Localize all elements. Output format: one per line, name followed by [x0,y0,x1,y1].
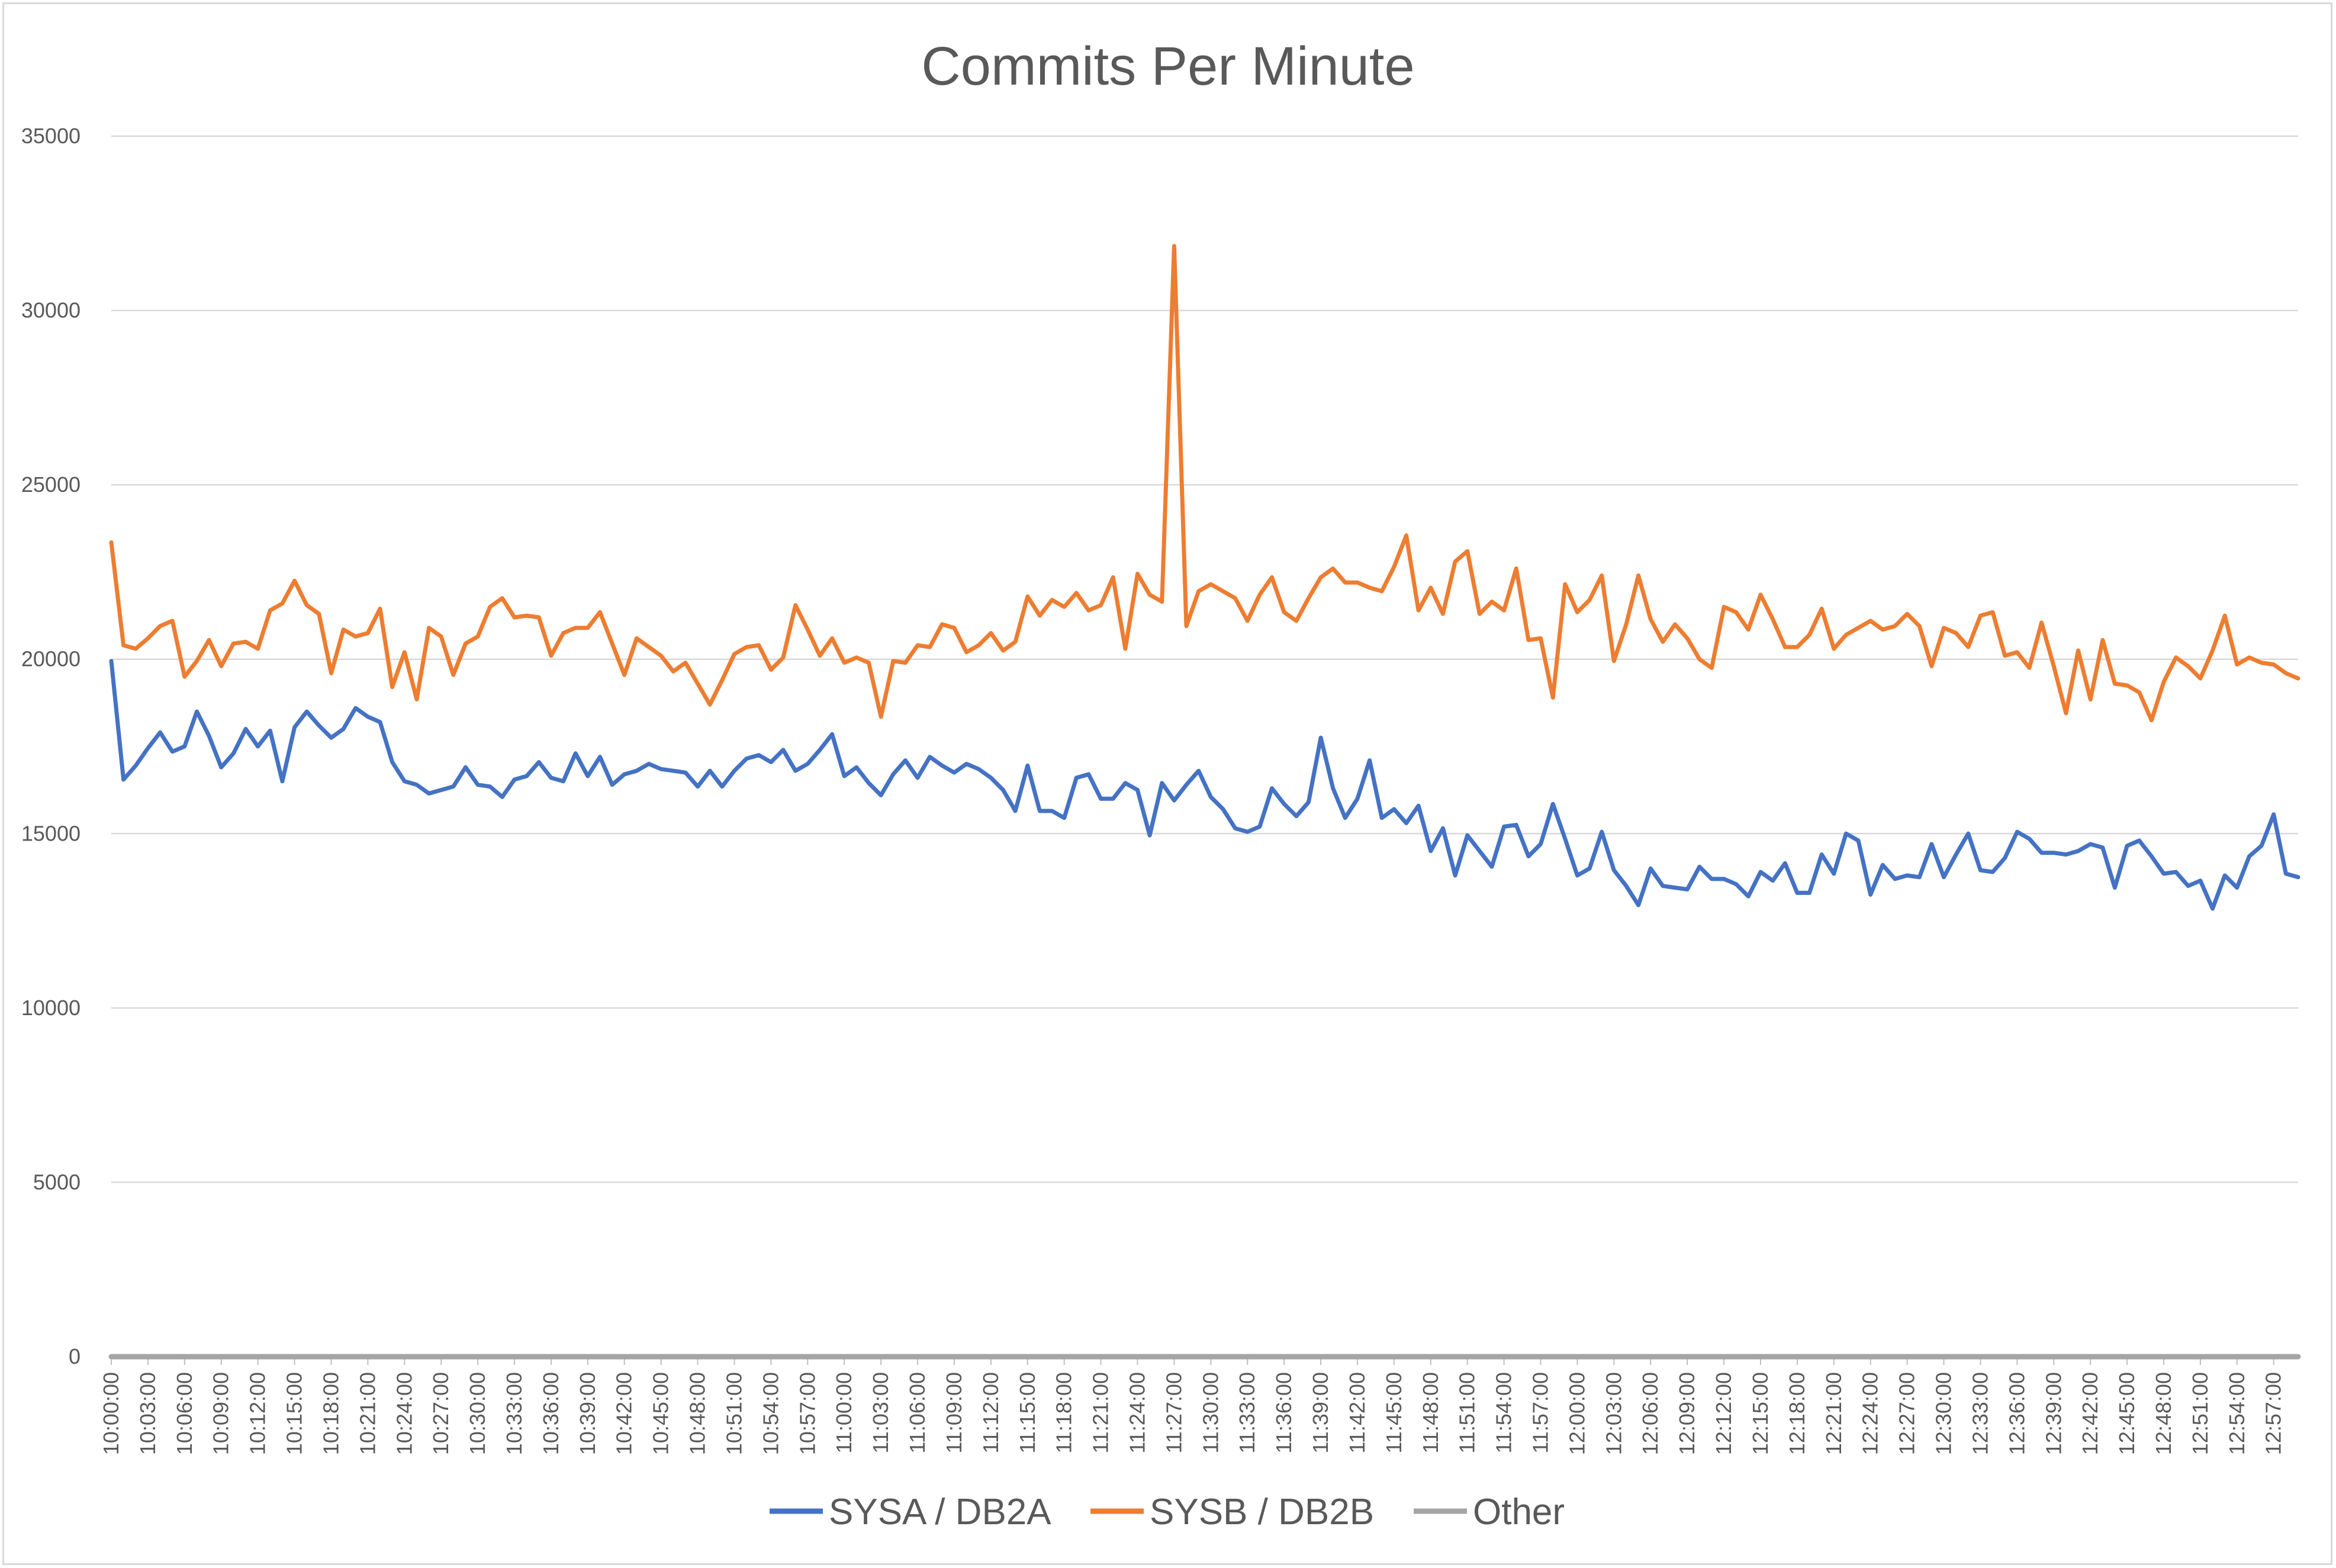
x-tick-label: 10:12:00 [246,1372,270,1455]
x-tick-label: 11:03:00 [868,1372,893,1453]
legend-label: Other [1473,1492,1565,1532]
chart-title: Commits Per Minute [921,36,1414,96]
x-tick-label: 12:15:00 [1748,1372,1772,1455]
x-tick-label: 11:51:00 [1455,1372,1479,1453]
y-tick-label: 0 [69,1344,81,1369]
x-tick-label: 12:45:00 [2115,1372,2139,1455]
y-tick-label: 30000 [21,298,81,323]
x-tick-label: 12:51:00 [2188,1372,2212,1455]
x-tick-label: 10:36:00 [539,1372,563,1455]
x-tick-label: 11:12:00 [979,1372,1003,1453]
y-tick-label: 15000 [21,821,81,845]
x-tick-label: 12:39:00 [2041,1372,2065,1455]
x-tick-label: 12:42:00 [2078,1372,2102,1455]
y-tick-label: 25000 [21,472,81,497]
x-tick-label: 11:21:00 [1089,1372,1113,1453]
x-tick-label: 11:09:00 [942,1372,966,1453]
gridlines [111,135,2298,1183]
legend: SYSA / DB2A SYSB / DB2B Other [770,1492,1565,1532]
x-tick-label: 10:51:00 [722,1372,746,1455]
series-line-2 [109,244,2300,723]
x-tick-label: 11:06:00 [905,1372,929,1453]
x-tick-label: 11:33:00 [1235,1372,1259,1453]
x-tick-label: 10:33:00 [502,1372,526,1455]
x-tick-label: 10:42:00 [612,1372,636,1455]
x-axis-ticks: 10:00:00 10:03:00 10:06:00 10:09:00 10:12:00… [99,1357,2286,1455]
x-tick-label: 10:06:00 [172,1372,197,1455]
x-tick-label: 10:57:00 [795,1372,819,1455]
x-tick-label: 11:36:00 [1272,1372,1296,1453]
x-tick-label: 11:15:00 [1015,1372,1040,1453]
x-tick-label: 11:39:00 [1308,1372,1333,1453]
y-tick-label: 20000 [21,647,81,671]
x-tick-label: 11:48:00 [1418,1372,1443,1453]
x-tick-label: 11:30:00 [1198,1372,1222,1453]
x-tick-label: 12:30:00 [1932,1372,1956,1455]
x-tick-label: 10:54:00 [758,1372,783,1455]
x-tick-label: 10:03:00 [136,1372,160,1455]
x-tick-label: 12:57:00 [2261,1372,2286,1455]
x-tick-label: 12:03:00 [1601,1372,1626,1455]
y-axis-ticks: 0 5000 10000 15000 20000 25000 30000 35000 [21,124,81,1369]
x-tick-label: 11:45:00 [1382,1372,1406,1453]
x-tick-label: 11:42:00 [1345,1372,1369,1453]
x-tick-label: 11:18:00 [1052,1372,1076,1453]
x-tick-label: 11:54:00 [1492,1372,1516,1453]
x-tick-label: 12:09:00 [1675,1372,1699,1455]
y-tick-label: 10000 [21,996,81,1020]
legend-label: SYSA / DB2A [829,1492,1051,1532]
y-tick-label: 5000 [33,1170,81,1194]
x-tick-label: 12:00:00 [1565,1372,1589,1455]
x-tick-label: 10:21:00 [355,1372,379,1455]
x-tick-label: 10:45:00 [649,1372,673,1455]
x-tick-label: 10:15:00 [282,1372,307,1455]
x-tick-label: 12:24:00 [1858,1372,1883,1455]
x-tick-label: 10:39:00 [575,1372,600,1455]
x-tick-label: 12:12:00 [1711,1372,1736,1455]
x-tick-label: 10:30:00 [465,1372,490,1455]
x-tick-label: 11:27:00 [1161,1372,1186,1453]
series-lines [108,244,2301,1360]
series-line-1 [109,659,2300,911]
x-tick-label: 12:21:00 [1822,1372,1846,1455]
x-tick-label: 12:54:00 [2225,1372,2249,1455]
x-tick-label: 10:24:00 [392,1372,416,1455]
x-tick-label: 11:24:00 [1125,1372,1149,1453]
x-tick-label: 12:36:00 [2004,1372,2029,1455]
legend-label: SYSB / DB2B [1150,1492,1374,1532]
x-tick-label: 12:33:00 [1968,1372,1992,1455]
x-tick-label: 10:09:00 [209,1372,233,1455]
x-tick-label: 11:57:00 [1529,1372,1553,1453]
y-tick-label: 35000 [21,124,81,148]
x-tick-label: 10:48:00 [686,1372,710,1455]
x-tick-label: 12:18:00 [1785,1372,1809,1455]
x-tick-label: 10:27:00 [429,1372,453,1455]
x-tick-label: 12:48:00 [2151,1372,2176,1455]
x-tick-label: 10:00:00 [99,1372,123,1455]
x-tick-label: 11:00:00 [832,1372,856,1453]
x-tick-label: 12:27:00 [1895,1372,1919,1455]
x-tick-label: 10:18:00 [318,1372,343,1455]
x-tick-label: 12:06:00 [1638,1372,1662,1455]
